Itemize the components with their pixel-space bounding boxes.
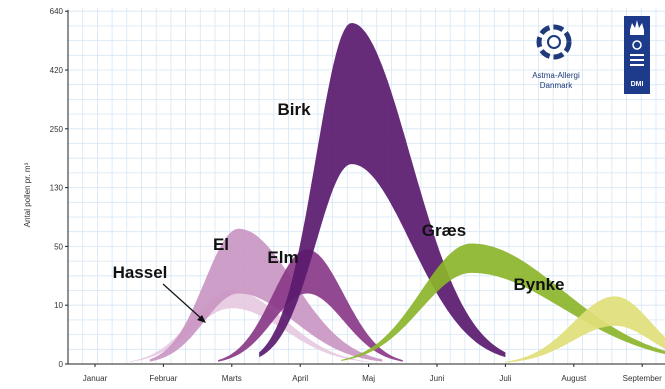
y-axis-ticks: 640 420 250 130 50 10 0 — [50, 7, 68, 369]
x-tick-label: Februar — [149, 374, 177, 383]
y-tick-label: 10 — [54, 301, 63, 310]
series-band-bynke — [505, 296, 665, 363]
y-tick-label: 50 — [54, 242, 63, 251]
series-label-hassel: Hassel — [113, 263, 168, 282]
series-band-el — [149, 228, 383, 362]
y-tick-label: 250 — [50, 125, 64, 134]
y-tick-label: 640 — [50, 7, 64, 16]
x-tick-label: Juni — [430, 374, 445, 383]
astma-logo-line1: Astma-Allergi — [532, 71, 580, 80]
x-tick-label: September — [623, 374, 662, 383]
series-label-graes: Græs — [422, 221, 466, 240]
dmi-logo: DMI — [624, 16, 650, 94]
x-tick-label: April — [292, 374, 308, 383]
series-band-graes — [341, 243, 665, 361]
series-label-birk: Birk — [277, 100, 311, 119]
series-label-elm: Elm — [267, 248, 298, 267]
series-band-elm — [218, 249, 403, 362]
dmi-logo-text: DMI — [631, 81, 644, 88]
series-label-bynke: Bynke — [513, 275, 564, 294]
series-label-el: El — [213, 235, 229, 254]
hassel-pointer-arrowhead — [197, 315, 206, 323]
x-tick-label: Marts — [222, 374, 242, 383]
y-tick-label: 0 — [59, 360, 64, 369]
y-tick-label: 130 — [50, 184, 64, 193]
y-axis-label: Antal pollen pr. m³ — [23, 162, 32, 227]
hassel-pointer-line — [162, 283, 204, 321]
astma-allergi-logo-icon — [536, 24, 572, 60]
series-areas — [129, 23, 665, 363]
x-tick-label: Juli — [499, 374, 511, 383]
series-labels: Hassel El Elm Birk Græs Bynke — [113, 100, 565, 294]
y-tick-label: 420 — [50, 66, 64, 75]
x-tick-label: Maj — [362, 374, 375, 383]
x-tick-label: August — [561, 374, 587, 383]
astma-logo-line2: Danmark — [540, 81, 573, 90]
x-axis-ticks: Januar Februar Marts April Maj Juni Juli August… — [83, 364, 662, 383]
crown-icon — [630, 20, 644, 66]
x-tick-label: Januar — [83, 374, 108, 383]
astma-allergi-logo: Astma-Allergi Danmark — [532, 24, 580, 90]
series-band-hassel — [129, 290, 369, 363]
